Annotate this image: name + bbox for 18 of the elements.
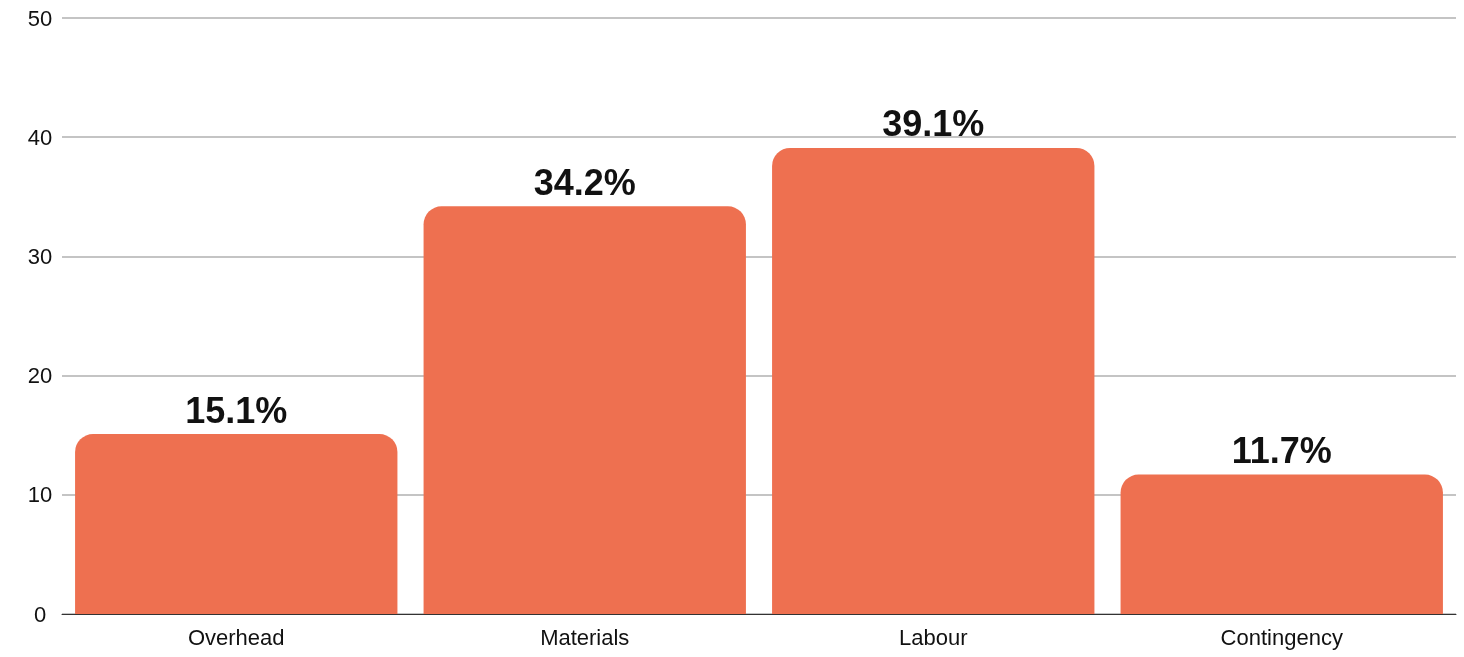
bar xyxy=(772,147,1095,614)
bar xyxy=(423,206,746,614)
y-tick-label: 50 xyxy=(27,5,53,31)
y-tick-label: 40 xyxy=(27,124,53,150)
y-tick-label: 0 xyxy=(33,601,47,627)
y-tick-label: 10 xyxy=(27,482,53,508)
y-tick-label: 20 xyxy=(27,363,53,389)
data-label: 15.1% xyxy=(185,389,288,431)
x-tick-label: Labour xyxy=(898,624,968,650)
data-label: 11.7% xyxy=(1231,430,1332,472)
x-tick-label: Overhead xyxy=(187,624,285,650)
x-tick-label: Contingency xyxy=(1220,624,1343,650)
data-label: 34.2% xyxy=(533,161,636,203)
data-label: 39.1% xyxy=(882,103,985,145)
y-tick-label: 30 xyxy=(27,243,53,269)
x-tick-label: Materials xyxy=(540,624,630,650)
bar xyxy=(1120,474,1443,614)
bar xyxy=(75,434,398,614)
